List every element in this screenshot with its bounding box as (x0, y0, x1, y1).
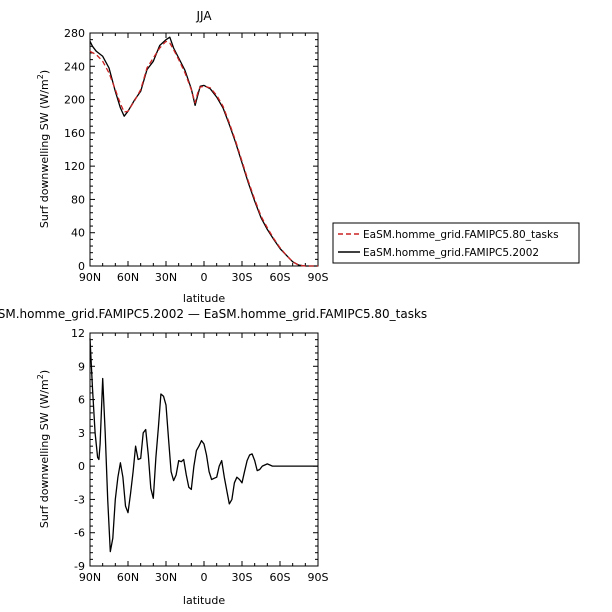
top-y-axis-label-main: Surf downwelling SW (W/m (38, 79, 51, 228)
top-series-line-1 (89, 36, 318, 267)
top-y-axis-label-close: ) (38, 70, 51, 74)
top-y-axis-label: Surf downwelling SW (W/m2) (36, 70, 51, 228)
bottom-xtick-label: 30N (155, 571, 177, 584)
bottom-ytick-label: 0 (78, 460, 85, 473)
bottom-plot-frame (89, 332, 319, 567)
top-xtick-label: 30N (155, 271, 177, 284)
bottom-ytick-label: -3 (74, 493, 85, 506)
top-ytick-label: 280 (64, 27, 85, 40)
top-y-ticks: 0 40 80 120 160 200 240 280 (64, 27, 318, 273)
bottom-y-axis-label-sup: 2 (36, 374, 45, 379)
bottom-xtick-label: 90N (79, 571, 101, 584)
top-xtick-label: 30S (232, 271, 253, 284)
top-xtick-label: 60N (117, 271, 139, 284)
bottom-xtick-label: 90S (308, 571, 329, 584)
bottom-chart: EaSM.homme_grid.FAMIPC5.2002 — EaSM.homm… (0, 307, 427, 607)
top-ytick-label: 240 (64, 60, 85, 73)
bottom-series-line-0 (89, 338, 318, 553)
top-chart: JJA 0 40 80 120 160 200 240 280 90N 60N 30N 0 30S 60… (36, 9, 580, 305)
bottom-ytick-label: 9 (78, 360, 85, 373)
top-ytick-label: 80 (71, 193, 85, 206)
bottom-y-axis-label: Surf downwelling SW (W/m2) (36, 370, 51, 528)
bottom-y-axis-label-close: ) (38, 370, 51, 374)
bottom-xtick-label: 60S (270, 571, 291, 584)
bottom-xtick-label: 30S (232, 571, 253, 584)
bottom-ytick-label: 12 (71, 327, 85, 340)
top-legend: EaSM.homme_grid.FAMIPC5.80_tasks EaSM.ho… (332, 222, 580, 264)
bottom-y-ticks: -9 -6 -3 0 3 6 9 12 (71, 327, 318, 573)
legend-label-80-tasks: EaSM.homme_grid.FAMIPC5.80_tasks (363, 229, 559, 241)
top-series-lines (89, 36, 318, 267)
top-x-axis-label: latitude (183, 292, 225, 305)
bottom-xtick-label: 60N (117, 571, 139, 584)
top-ytick-label: 160 (64, 127, 85, 140)
legend-label-2002: EaSM.homme_grid.FAMIPC5.2002 (363, 247, 539, 259)
legend-box (332, 222, 580, 264)
bottom-ytick-label: 3 (78, 427, 85, 440)
bottom-ytick-label: 6 (78, 394, 85, 407)
bottom-ytick-label: -9 (74, 560, 85, 573)
top-ytick-label: 120 (64, 160, 85, 173)
top-ytick-label: 40 (71, 227, 85, 240)
bottom-series-lines (89, 338, 318, 553)
top-series-line-0 (89, 40, 318, 267)
top-xtick-label: 90S (308, 271, 329, 284)
top-xtick-label: 60S (270, 271, 291, 284)
top-y-axis-label-sup: 2 (36, 74, 45, 79)
top-xtick-label: 90N (79, 271, 101, 284)
bottom-xtick-label: 0 (201, 571, 208, 584)
top-ytick-label: 0 (78, 260, 85, 273)
top-xtick-label: 0 (201, 271, 208, 284)
top-chart-title: JJA (195, 9, 212, 23)
bottom-ytick-label: -6 (74, 527, 85, 540)
top-ytick-label: 200 (64, 94, 85, 107)
bottom-x-axis-label: latitude (183, 594, 225, 607)
bottom-y-axis-label-main: Surf downwelling SW (W/m (38, 379, 51, 528)
top-x-ticks: 90N 60N 30N 0 30S 60S 90S (79, 33, 329, 284)
top-plot-frame (89, 32, 319, 267)
bottom-chart-title: EaSM.homme_grid.FAMIPC5.2002 — EaSM.homm… (0, 307, 427, 321)
bottom-x-ticks: 90N 60N 30N 0 30S 60S 90S (79, 333, 329, 584)
